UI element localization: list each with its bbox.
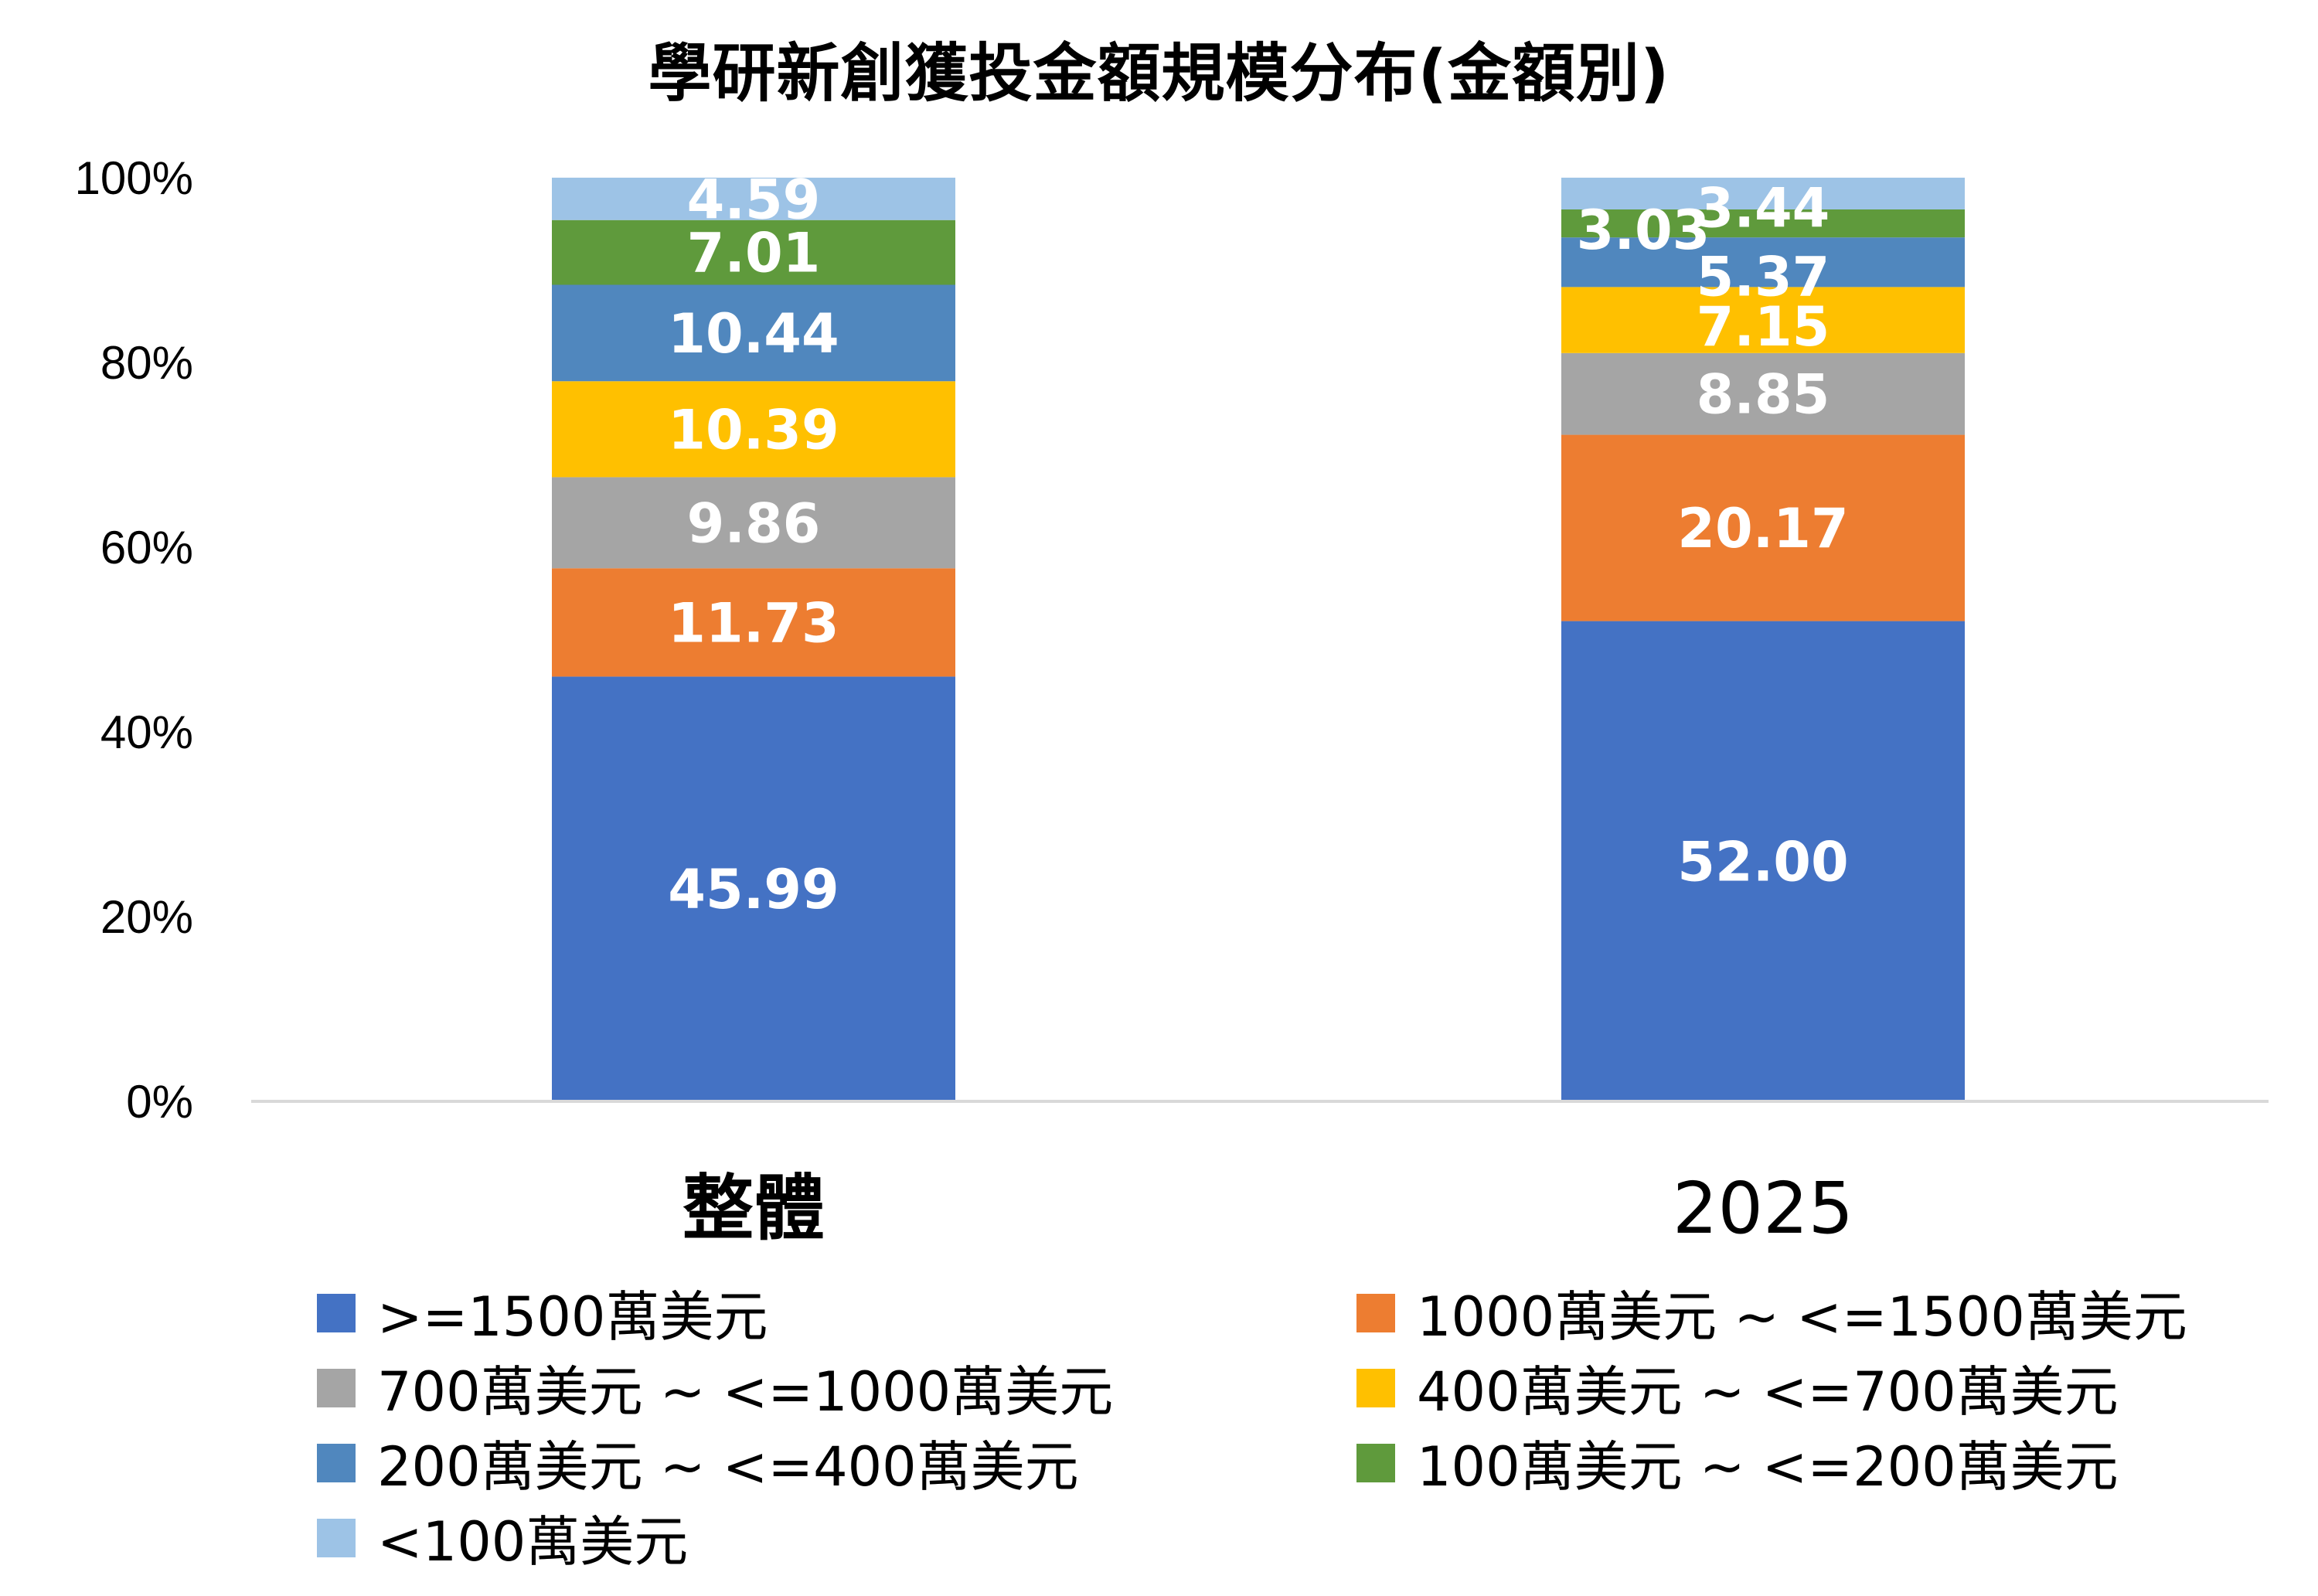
legend-swatch	[317, 1518, 356, 1557]
bar-segment	[552, 177, 955, 220]
bar-segment	[1561, 209, 1965, 238]
legend-swatch	[317, 1293, 356, 1332]
bar-segment	[552, 676, 955, 1101]
legend-label: 200萬美元 ~ <=400萬美元	[377, 1435, 1079, 1499]
data-label: 5.37	[1697, 245, 1830, 308]
y-tick-label: 0%	[126, 1076, 193, 1128]
legend-label: 400萬美元 ~ <=700萬美元	[1417, 1360, 2119, 1424]
data-label: 20.17	[1677, 497, 1848, 560]
y-tick-label: 80%	[100, 337, 193, 389]
data-label: 52.00	[1677, 830, 1848, 893]
y-axis: 0% 20% 40% 60% 80% 100%	[75, 152, 193, 1128]
legend-label: 100萬美元 ~ <=200萬美元	[1417, 1435, 2119, 1499]
bar-segment	[552, 219, 955, 285]
data-label: 3.44	[1697, 176, 1830, 240]
legend-swatch	[317, 1443, 356, 1482]
bar-segment	[1561, 177, 1965, 209]
data-label: 9.86	[687, 492, 821, 555]
y-tick-label: 100%	[75, 152, 193, 204]
data-labels: 45.99 11.73 9.86 10.39 10.44 7.014.59 52.00 20.…	[668, 168, 1848, 921]
bar-segment	[1561, 237, 1965, 288]
data-label: 7.01	[687, 222, 821, 285]
legend-item: 700萬美元 ~ <=1000萬美元	[317, 1349, 1113, 1427]
bar-stacks	[552, 177, 1965, 1101]
y-tick-label: 40%	[100, 706, 193, 758]
legend-swatch	[1356, 1443, 1395, 1482]
bar-segment	[1561, 434, 1965, 621]
y-tick-label: 20%	[100, 891, 193, 943]
legend-swatch	[317, 1368, 356, 1407]
legend-item: >=1500萬美元	[317, 1274, 768, 1352]
legend-swatch	[1356, 1293, 1395, 1332]
y-tick-label: 60%	[100, 522, 193, 573]
x-category-label: 整體	[682, 1167, 825, 1250]
data-label: 11.73	[668, 591, 839, 655]
legend-item: 200萬美元 ~ <=400萬美元	[317, 1424, 1079, 1502]
legend-item: 100萬美元 ~ <=200萬美元	[1356, 1424, 2119, 1502]
bar-segment	[552, 381, 955, 478]
legend-label: >=1500萬美元	[377, 1285, 768, 1349]
bar-segment	[552, 284, 955, 382]
legend-item: 1000萬美元 ~ <=1500萬美元	[1356, 1274, 2187, 1352]
bar-segment	[1561, 352, 1965, 435]
legend-item: <100萬美元	[317, 1499, 688, 1577]
chart-title: 學研新創獲投金額規模分布(金額別)	[648, 37, 1670, 111]
bar-segment	[552, 477, 955, 569]
data-label: 7.15	[1697, 295, 1830, 359]
legend-swatch	[1356, 1368, 1395, 1407]
legend-label: 1000萬美元 ~ <=1500萬美元	[1417, 1285, 2187, 1349]
data-label: 45.99	[668, 858, 839, 921]
bar-segment	[1561, 621, 1965, 1101]
data-label: 3.03	[1577, 199, 1710, 262]
bar-segment	[552, 568, 955, 677]
data-label: 10.39	[668, 398, 839, 461]
bar-segment	[1561, 287, 1965, 353]
legend-label: <100萬美元	[377, 1510, 689, 1574]
x-axis: 整體 2025	[682, 1167, 1853, 1250]
legend-label: 700萬美元 ~ <=1000萬美元	[377, 1360, 1114, 1424]
x-category-label: 2025	[1673, 1167, 1853, 1250]
data-label: 10.44	[668, 302, 839, 366]
legend-item: 400萬美元 ~ <=700萬美元	[1356, 1349, 2119, 1427]
data-label: 4.59	[687, 168, 821, 231]
data-label: 8.85	[1697, 363, 1830, 427]
